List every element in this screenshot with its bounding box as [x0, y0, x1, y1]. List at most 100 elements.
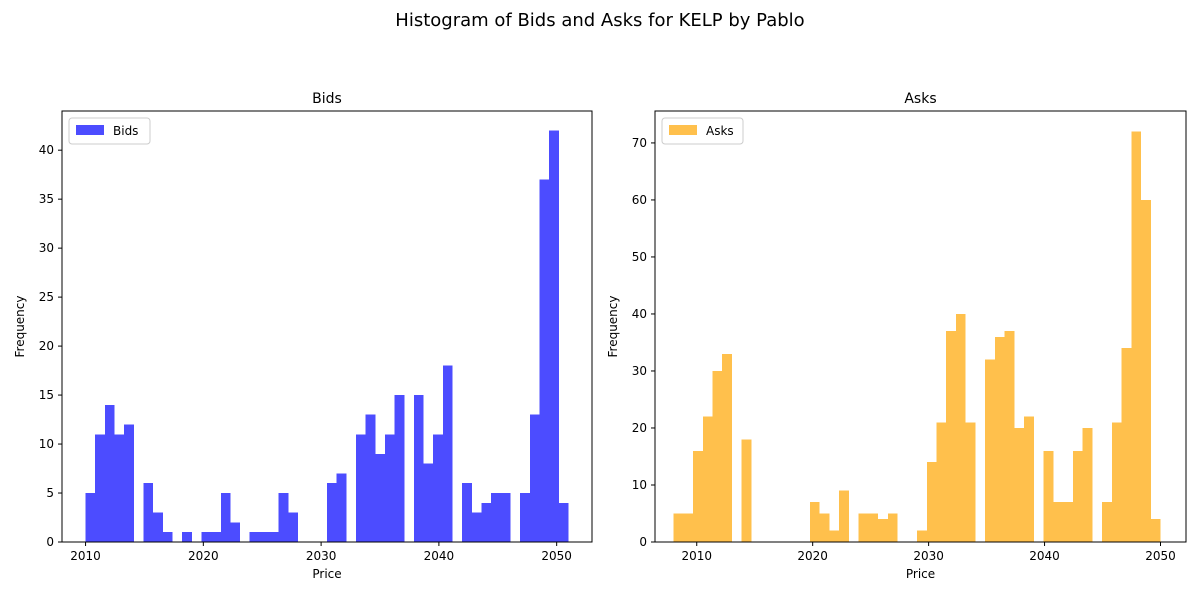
asks-bar [955, 313, 966, 542]
bids-bar [278, 493, 289, 542]
bids-bar [365, 414, 376, 542]
bids-bar [491, 493, 501, 542]
bids-bar [423, 463, 434, 542]
bids-bar [259, 532, 270, 542]
asks-legend-label: Asks [706, 124, 734, 138]
bids-y-tick-label: 20 [39, 339, 54, 353]
bids-bar [327, 483, 337, 542]
asks-x-axis-label: Price [906, 567, 935, 581]
asks-x-tick-label: 2030 [913, 549, 944, 563]
asks-x-tick-label: 2010 [681, 549, 712, 563]
bids-x-axis-label: Price [312, 567, 341, 581]
asks-bar [839, 490, 849, 542]
bids-bar [433, 434, 443, 542]
bids-bar [520, 493, 530, 542]
bids-histogram-panel: 2010 2020 2030 2040 2050 0 5 10 15 20 25 30 35 40 Bids… [13, 91, 593, 581]
bids-y-axis-label: Frequency [13, 296, 27, 358]
asks-y-tick-label: 30 [632, 364, 647, 378]
asks-bar [1131, 131, 1142, 542]
bids-bar [182, 532, 192, 542]
asks-bar [673, 513, 684, 542]
bids-bar [162, 532, 173, 542]
figure-suptitle: Histogram of Bids and Asks for KELP by P… [395, 10, 804, 31]
bids-y-tick-label: 25 [39, 290, 54, 304]
bids-bar [355, 434, 366, 542]
asks-bar [887, 513, 898, 542]
asks-bar [1043, 450, 1054, 542]
bids-bar [114, 434, 125, 542]
asks-bar [809, 502, 820, 542]
bids-y-tick-label: 15 [39, 388, 54, 402]
bids-bar [220, 493, 231, 542]
bids-bar [153, 512, 163, 542]
bids-legend-label: Bids [113, 124, 138, 138]
asks-bar [819, 513, 830, 542]
asks-bar [1014, 427, 1025, 542]
asks-bar [985, 359, 995, 542]
bids-x-tick-label: 2010 [70, 549, 101, 563]
asks-bar [1111, 422, 1122, 542]
asks-bar [917, 530, 927, 542]
bids-legend-box [68, 117, 151, 145]
bids-y-tick-label: 10 [39, 437, 54, 451]
bids-legend: Bids [68, 117, 151, 145]
bids-x-tick-label: 2050 [541, 549, 572, 563]
asks-bar [994, 336, 1005, 542]
asks-bar [858, 513, 869, 542]
asks-chart-title: Asks [904, 91, 936, 107]
bids-bar [500, 493, 511, 542]
asks-bar [722, 353, 732, 542]
asks-y-tick-label: 40 [632, 307, 647, 321]
asks-bar [741, 439, 752, 542]
bids-bar [529, 414, 540, 542]
bids-y-tick-label: 5 [46, 486, 54, 500]
bids-bar [85, 493, 96, 542]
asks-bar [1102, 502, 1112, 542]
asks-bar [1082, 427, 1093, 542]
asks-y-tick-label: 50 [632, 250, 647, 264]
asks-bar [712, 370, 723, 542]
bids-bar [413, 395, 424, 542]
bids-bar [481, 502, 492, 542]
asks-bar [1024, 416, 1034, 542]
bids-axes-frame [61, 110, 593, 543]
asks-y-tick-label: 0 [639, 535, 647, 549]
bids-bar [211, 532, 221, 542]
asks-x-tick-label: 2040 [1029, 549, 1060, 563]
bids-bar [143, 483, 154, 542]
asks-bar [1141, 199, 1151, 542]
bids-bar [462, 483, 472, 542]
asks-legend-swatch [669, 125, 697, 135]
bids-bar [558, 502, 569, 542]
asks-bar [1004, 331, 1015, 542]
bids-bar [288, 512, 299, 542]
asks-axes-frame [654, 110, 1187, 543]
asks-legend: Asks [661, 117, 744, 145]
asks-y-tick-label: 60 [632, 193, 647, 207]
bids-bar [336, 473, 347, 542]
asks-bar [1121, 348, 1132, 542]
bids-bar [249, 532, 260, 542]
bids-bar [201, 532, 212, 542]
bids-y-tick-label: 30 [39, 241, 54, 255]
bids-bar [124, 424, 134, 542]
asks-bar [1053, 502, 1064, 542]
bids-bar [442, 365, 453, 542]
asks-bar [965, 422, 976, 542]
bids-x-tick-label: 2020 [188, 549, 219, 563]
bids-chart-title: Bids [312, 91, 342, 107]
bids-bar [375, 453, 385, 542]
bids-legend-swatch [76, 125, 104, 135]
asks-bar [1063, 502, 1073, 542]
bids-bar [269, 532, 279, 542]
bids-bar [95, 434, 105, 542]
asks-bar [683, 513, 694, 542]
bids-y-tick-label: 40 [39, 143, 54, 157]
bids-bar [230, 522, 241, 542]
bids-bar [471, 512, 482, 542]
bids-bar [384, 434, 395, 542]
asks-bar [1072, 450, 1083, 542]
asks-x-tick-label: 2050 [1145, 549, 1176, 563]
bids-bar [104, 404, 115, 542]
